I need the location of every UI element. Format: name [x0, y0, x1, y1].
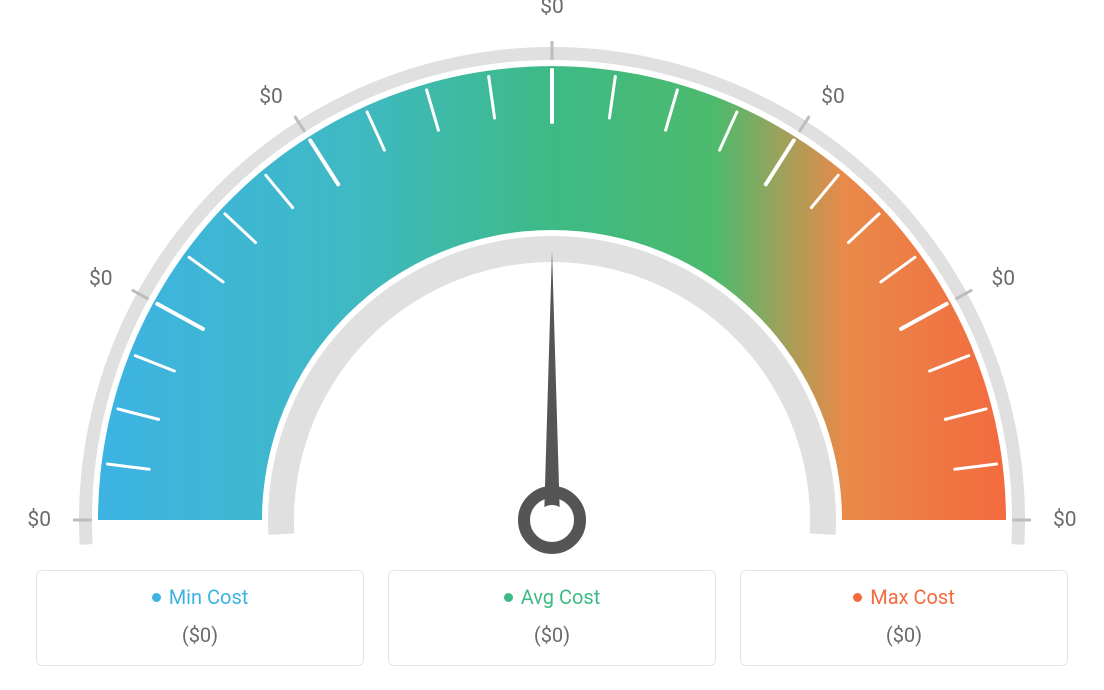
legend-title-avg: Avg Cost [504, 585, 601, 609]
legend-value-max: ($0) [741, 623, 1067, 647]
legend-row: Min Cost ($0) Avg Cost ($0) Max Cost ($0… [36, 570, 1068, 666]
gauge-tick-label: $0 [259, 85, 283, 109]
legend-value-avg: ($0) [389, 623, 715, 647]
legend-value-min: ($0) [37, 623, 363, 647]
legend-label-min: Min Cost [169, 585, 249, 609]
gauge-tick-label: $0 [89, 267, 113, 291]
cost-gauge-chart: $0 $0 $0 $0 $0 $0 $0 Min Cost ($0) Avg Cost ($… [0, 0, 1104, 690]
legend-dot-avg [504, 593, 513, 602]
gauge-svg [0, 0, 1104, 560]
gauge-tick-label: $0 [1053, 508, 1077, 532]
legend-label-avg: Avg Cost [521, 585, 601, 609]
legend-card-min: Min Cost ($0) [36, 570, 364, 666]
gauge-tick-label: $0 [540, 0, 564, 19]
legend-card-max: Max Cost ($0) [740, 570, 1068, 666]
gauge-tick-label: $0 [821, 85, 845, 109]
legend-title-max: Max Cost [853, 585, 955, 609]
legend-title-min: Min Cost [152, 585, 249, 609]
legend-dot-max [853, 593, 862, 602]
gauge-tick-label: $0 [27, 508, 51, 532]
gauge-tick-label: $0 [991, 267, 1015, 291]
legend-card-avg: Avg Cost ($0) [388, 570, 716, 666]
gauge-area: $0 $0 $0 $0 $0 $0 $0 [0, 0, 1104, 560]
legend-label-max: Max Cost [870, 585, 955, 609]
legend-dot-min [152, 593, 161, 602]
